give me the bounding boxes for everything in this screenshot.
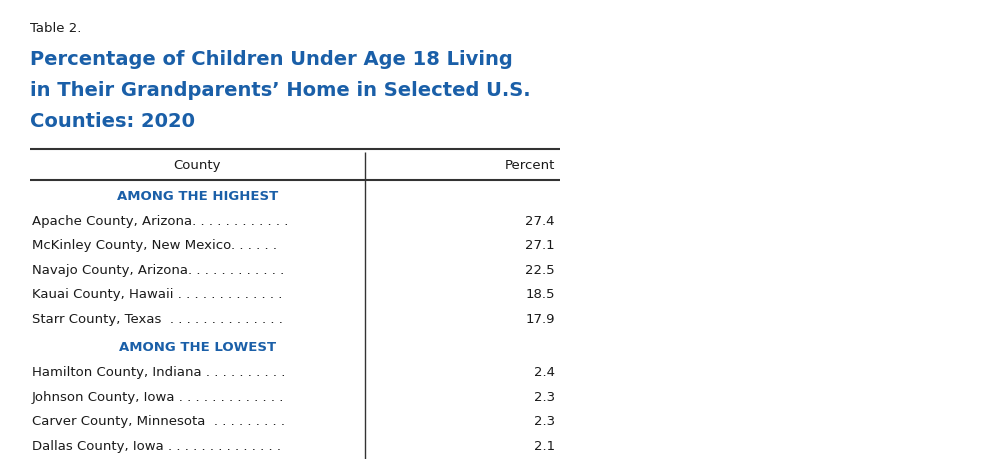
- Text: AMONG THE LOWEST: AMONG THE LOWEST: [119, 341, 276, 354]
- Text: Percent: Percent: [505, 159, 555, 172]
- Text: Dallas County, Iowa . . . . . . . . . . . . . .: Dallas County, Iowa . . . . . . . . . . …: [32, 440, 281, 453]
- Text: Percentage of Children Under Age 18 Living: Percentage of Children Under Age 18 Livi…: [30, 50, 513, 69]
- Text: Counties: 2020: Counties: 2020: [30, 112, 195, 131]
- Text: in Their Grandparents’ Home in Selected U.S.: in Their Grandparents’ Home in Selected …: [30, 81, 531, 100]
- Text: Johnson County, Iowa . . . . . . . . . . . . .: Johnson County, Iowa . . . . . . . . . .…: [32, 391, 284, 404]
- Text: Table 2.: Table 2.: [30, 22, 81, 35]
- Text: 2.4: 2.4: [534, 366, 555, 380]
- Text: Carver County, Minnesota  . . . . . . . . .: Carver County, Minnesota . . . . . . . .…: [32, 415, 285, 428]
- Text: 17.9: 17.9: [526, 313, 555, 325]
- Text: Kauai County, Hawaii . . . . . . . . . . . . .: Kauai County, Hawaii . . . . . . . . . .…: [32, 288, 282, 301]
- Text: County: County: [174, 159, 221, 172]
- Text: Navajo County, Arizona. . . . . . . . . . . .: Navajo County, Arizona. . . . . . . . . …: [32, 263, 284, 277]
- Text: Starr County, Texas  . . . . . . . . . . . . . .: Starr County, Texas . . . . . . . . . . …: [32, 313, 283, 325]
- Text: 27.1: 27.1: [525, 239, 555, 252]
- Text: 2.3: 2.3: [534, 391, 555, 404]
- Text: McKinley County, New Mexico. . . . . .: McKinley County, New Mexico. . . . . .: [32, 239, 277, 252]
- Text: 27.4: 27.4: [526, 214, 555, 228]
- Text: 22.5: 22.5: [525, 263, 555, 277]
- Text: 2.3: 2.3: [534, 415, 555, 428]
- Text: AMONG THE HIGHEST: AMONG THE HIGHEST: [117, 190, 278, 202]
- Text: Hamilton County, Indiana . . . . . . . . . .: Hamilton County, Indiana . . . . . . . .…: [32, 366, 285, 380]
- Text: 2.1: 2.1: [534, 440, 555, 453]
- Text: Apache County, Arizona. . . . . . . . . . . .: Apache County, Arizona. . . . . . . . . …: [32, 214, 288, 228]
- Text: 18.5: 18.5: [526, 288, 555, 301]
